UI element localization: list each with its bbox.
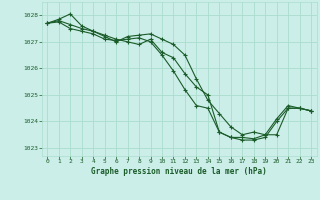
X-axis label: Graphe pression niveau de la mer (hPa): Graphe pression niveau de la mer (hPa) (91, 167, 267, 176)
